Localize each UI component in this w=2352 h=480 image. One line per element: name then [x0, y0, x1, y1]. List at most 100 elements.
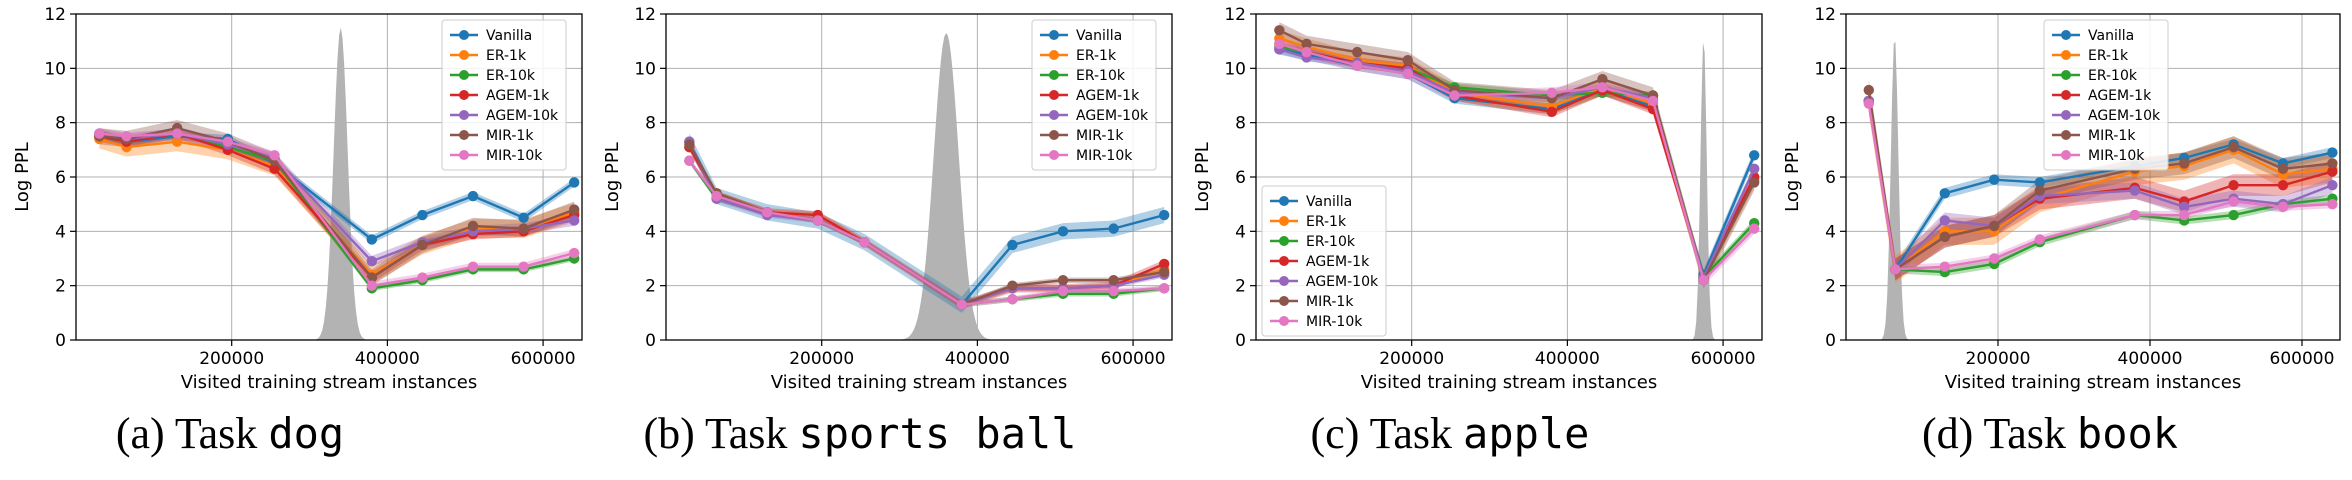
data-point [172, 128, 183, 139]
legend-marker [1049, 50, 1059, 60]
data-point [1007, 294, 1018, 305]
density-area [76, 27, 582, 340]
legend-box [2043, 19, 2169, 171]
data-point [366, 256, 378, 267]
legend-label: AGEM-10k [1306, 274, 1379, 290]
data-point [569, 177, 580, 188]
y-axis-label: Log PPL [1782, 142, 1803, 212]
x-tick-label: 200000 [1966, 349, 2031, 369]
series-band [1279, 42, 1755, 282]
data-point [1890, 264, 1901, 275]
y-axis-label: Log PPL [602, 142, 623, 212]
data-point [2327, 198, 2338, 210]
data-point [569, 215, 580, 226]
y-tick-label: 8 [1825, 114, 1836, 134]
y-tick-label: 0 [1235, 331, 1246, 351]
data-point [684, 139, 695, 150]
y-tick-label: 12 [1814, 5, 1836, 25]
caption-b: (b) Task sports ball [590, 408, 1130, 468]
chart-panel-0: 0 2 4 6 8 10 12 200000 400000 600000 Visited train… [12, 5, 583, 393]
data-point [269, 150, 280, 161]
data-point [1989, 253, 2000, 264]
data-point [812, 215, 823, 226]
caption-c-task: apple [1463, 409, 1590, 458]
data-point [1546, 87, 1558, 98]
series-line [99, 132, 575, 287]
legend-label: ER-1k [1306, 214, 1347, 230]
data-point [2228, 209, 2239, 221]
legend-marker [1049, 150, 1059, 160]
series-line [1867, 100, 2333, 274]
legend-label: ER-10k [1306, 234, 1356, 250]
series-line [1867, 100, 2333, 273]
data-point [2327, 147, 2338, 158]
data-point [1749, 163, 1760, 175]
legend-marker [1049, 90, 1059, 100]
legend-marker [1279, 296, 1289, 306]
y-tick-label: 10 [1814, 59, 1836, 79]
y-tick-label: 4 [1235, 222, 1246, 242]
legend-marker [1049, 70, 1059, 80]
series-band [99, 129, 575, 244]
series-line [99, 132, 575, 241]
data-point [366, 234, 378, 245]
legend-label: AGEM-10k [486, 108, 559, 124]
series-band [99, 128, 575, 283]
data-point [467, 220, 479, 232]
y-tick-label: 4 [55, 222, 66, 242]
legend-box [1261, 185, 1387, 337]
data-point [1274, 38, 1285, 50]
caption-d: (d) Task book [1800, 408, 2300, 468]
legend-marker [459, 50, 469, 60]
legend-marker [2061, 130, 2071, 140]
data-point [2034, 234, 2046, 245]
y-axis-label: Log PPL [12, 142, 33, 212]
data-point [1159, 258, 1170, 270]
legend-marker [459, 150, 469, 160]
series-line [99, 132, 575, 263]
data-point [366, 280, 378, 291]
caption-d-lead: (d) Task [1921, 409, 2077, 458]
legend: Vanilla ER-1k ER-10k AGEM-1k AGEM-10k MIR-1k M… [441, 19, 567, 171]
legend-label: ER-10k [2088, 68, 2138, 84]
chart-panel-2: 0 2 4 6 8 10 12 200000 400000 600000 Visited train… [1192, 5, 1763, 393]
y-tick-label: 2 [55, 277, 66, 297]
legend-marker [1279, 196, 1289, 206]
series-line [1867, 100, 2333, 272]
data-point [859, 237, 870, 248]
y-tick-label: 10 [44, 59, 66, 79]
data-point [684, 155, 695, 166]
data-point [1301, 46, 1312, 58]
data-point [2129, 185, 2140, 196]
legend-label: Vanilla [486, 28, 532, 44]
data-point [2129, 209, 2140, 221]
data-point [1057, 285, 1069, 297]
x-tick-label: 200000 [789, 349, 854, 369]
data-point [1597, 74, 1608, 85]
legend-box [441, 19, 567, 171]
legend-marker [459, 110, 469, 120]
x-tick-label: 600000 [511, 349, 576, 369]
data-point [1863, 84, 1875, 96]
data-point [1402, 68, 1414, 79]
y-tick-label: 0 [645, 331, 656, 351]
x-axis-label: Visited training stream instances [181, 372, 477, 393]
y-tick-label: 6 [1825, 168, 1836, 188]
data-point [1108, 223, 1119, 234]
legend-label: ER-1k [1076, 48, 1117, 64]
y-tick-label: 2 [1235, 277, 1246, 297]
y-tick-label: 12 [634, 5, 656, 25]
caption-b-task: sports ball [798, 409, 1077, 458]
legend-marker [459, 30, 469, 40]
y-tick-label: 12 [44, 5, 66, 25]
x-tick-label: 400000 [2118, 349, 2183, 369]
data-point [1749, 177, 1760, 188]
series-line [1279, 42, 1756, 283]
series-band [1868, 90, 2333, 281]
legend-box [1031, 19, 1157, 171]
legend-label: MIR-10k [1306, 314, 1363, 330]
data-point [569, 204, 580, 215]
legend-label: ER-10k [486, 68, 536, 84]
y-tick-label: 4 [645, 222, 656, 242]
x-tick-label: 600000 [2270, 349, 2335, 369]
